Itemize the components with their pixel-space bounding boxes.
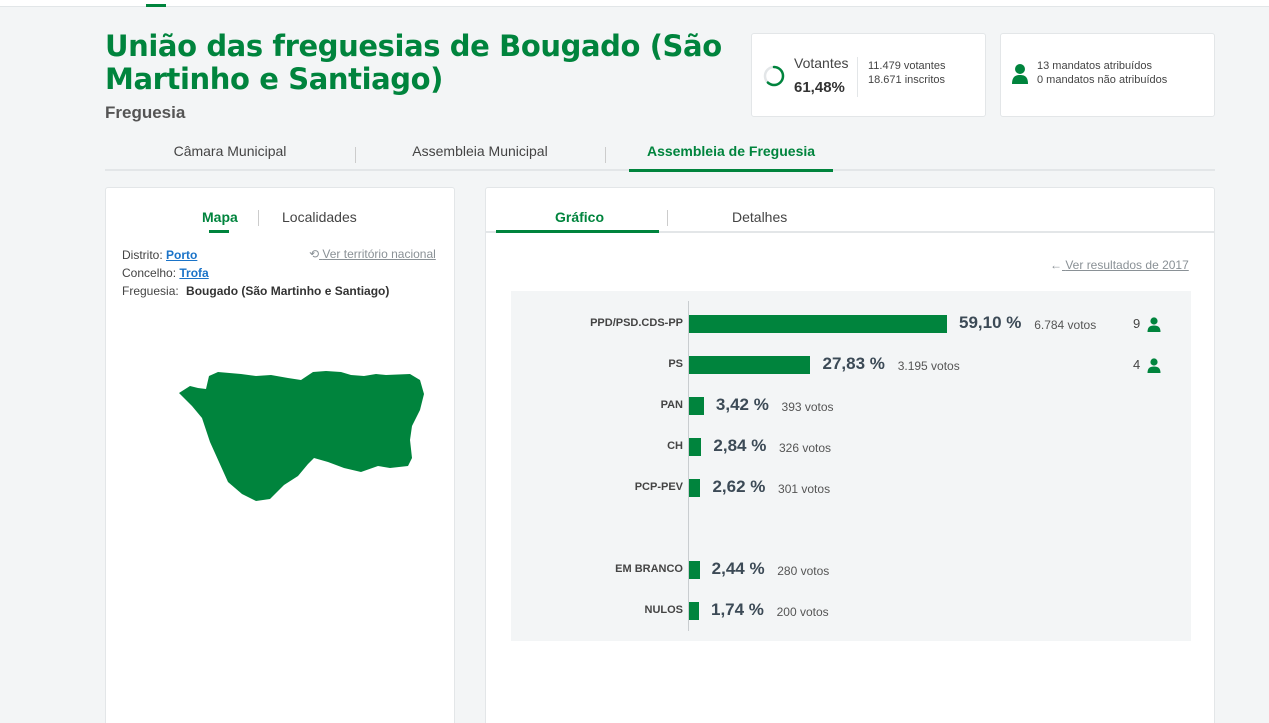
bar-percentage: 1,74 % xyxy=(711,600,764,619)
card-divider xyxy=(857,57,858,97)
tab-grafico[interactable]: Gráfico xyxy=(555,209,605,225)
district-line: Distrito: Porto xyxy=(122,248,197,262)
bar-votes: 6.784 votos xyxy=(1034,318,1097,332)
subtab-divider xyxy=(258,210,259,226)
voters-count: 11.479 votantes xyxy=(868,60,946,72)
chart-axis xyxy=(688,301,689,631)
national-territory-link[interactable]: ⟲ Ver território nacional xyxy=(309,247,436,261)
bar-label: NULOS xyxy=(644,604,684,616)
previous-results-label: Ver resultados de 2017 xyxy=(1065,258,1189,272)
bar-percentage: 2,84 % xyxy=(713,436,767,455)
person-icon xyxy=(1147,317,1161,332)
chart-row: PPD/PSD.CDS-PP 59,10 % 6.784 votos 9 xyxy=(511,313,1191,334)
turnout-label: Votantes xyxy=(794,55,849,71)
tab-assembleia-freguesia[interactable]: Assembleia de Freguesia xyxy=(629,143,833,172)
turnout-ring-icon xyxy=(763,65,785,87)
bar[interactable] xyxy=(689,315,947,333)
bar-votes: 200 votos xyxy=(776,605,829,619)
page-title: União das freguesias de Bougado (São Mar… xyxy=(105,29,722,96)
chart-row: PCP-PEV 2,62 % 301 votos xyxy=(511,477,1191,498)
bar-votes: 393 votos xyxy=(781,400,834,414)
bar-percentage: 27,83 % xyxy=(822,354,885,373)
bar-label: PCP-PEV xyxy=(634,481,683,493)
municipality-label: Concelho: xyxy=(122,266,177,280)
results-panel: Gráfico Detalhes ← Ver resultados de 201… xyxy=(485,187,1215,723)
chart-row: EM BRANCO 2,44 % 280 votos xyxy=(511,559,1191,580)
tab-mapa[interactable]: Mapa xyxy=(202,209,238,225)
parish-label: Freguesia: xyxy=(122,284,179,298)
subtab-baseline xyxy=(486,231,1214,233)
top-bar-indicator xyxy=(146,4,166,7)
bar-label: PS xyxy=(668,358,683,370)
tab-camara-municipal[interactable]: Câmara Municipal xyxy=(173,143,287,159)
turnout-percentage: 61,48% xyxy=(794,79,845,96)
bar-label: CH xyxy=(667,440,683,452)
bar-label: EM BRANCO xyxy=(615,563,683,575)
turnout-card: Votantes 61,48% 11.479 votantes 18.671 i… xyxy=(751,33,986,117)
bar-percentage: 2,62 % xyxy=(712,477,766,496)
bar-votes: 3.195 votos xyxy=(897,359,960,373)
registered-count: 18.671 inscritos xyxy=(868,74,946,86)
tab-detalhes[interactable]: Detalhes xyxy=(732,209,788,225)
undo-icon: ⟲ xyxy=(309,247,320,261)
bar[interactable] xyxy=(689,602,699,620)
national-territory-label: Ver território nacional xyxy=(322,247,436,261)
parish-map[interactable] xyxy=(176,368,426,503)
bar-percentage: 2,44 % xyxy=(711,559,765,578)
bar-label: PPD/PSD.CDS-PP xyxy=(590,317,683,329)
bar-seats: 4 xyxy=(1133,357,1141,372)
bar[interactable] xyxy=(689,397,704,415)
bar[interactable] xyxy=(689,356,811,374)
chart-row: CH 2,84 % 326 votos xyxy=(511,436,1191,457)
parish-line: Freguesia: Bougado (São Martinho e Santi… xyxy=(122,284,389,298)
tab-divider xyxy=(355,147,356,163)
arrow-left-icon: ← xyxy=(1050,258,1062,272)
top-bar xyxy=(0,0,1269,7)
municipality-line: Concelho: Trofa xyxy=(122,266,209,280)
subtab-divider xyxy=(667,210,668,226)
seats-card: 13 mandatos atribuídos 0 mandatos não at… xyxy=(1000,33,1215,117)
bar[interactable] xyxy=(689,438,702,456)
tab-divider xyxy=(605,147,606,163)
municipality-link[interactable]: Trofa xyxy=(179,266,209,280)
parish-shape[interactable] xyxy=(179,371,424,501)
bar-label: PAN xyxy=(660,399,683,411)
seats-assigned: 13 mandatos atribuídos xyxy=(1037,60,1152,72)
bar[interactable] xyxy=(689,561,700,579)
tab-localidades[interactable]: Localidades xyxy=(282,209,357,225)
bar[interactable] xyxy=(689,479,701,497)
bar-votes: 301 votos xyxy=(778,482,831,496)
bar-seats: 9 xyxy=(1133,316,1141,331)
person-icon xyxy=(1147,358,1161,373)
previous-results-link[interactable]: ← Ver resultados de 2017 xyxy=(1050,258,1189,272)
bar-votes: 326 votos xyxy=(778,441,832,455)
parish-value: Bougado (São Martinho e Santiago) xyxy=(186,284,390,298)
tab-grafico-underline xyxy=(496,230,659,233)
chart-row: NULOS 1,74 % 200 votos xyxy=(511,600,1191,621)
chart-row: PS 27,83 % 3.195 votos 4 xyxy=(511,354,1191,375)
results-chart: PPD/PSD.CDS-PP 59,10 % 6.784 votos 9 PS 27,83… xyxy=(511,291,1191,641)
bar-percentage: 3,42 % xyxy=(715,395,769,414)
district-link[interactable]: Porto xyxy=(166,248,198,262)
person-icon xyxy=(1012,64,1028,84)
page-subtitle: Freguesia xyxy=(105,103,186,122)
district-label: Distrito: xyxy=(122,248,163,262)
bar-percentage: 59,10 % xyxy=(959,313,1022,332)
seats-unassigned: 0 mandatos não atribuídos xyxy=(1037,74,1168,86)
map-panel: Mapa Localidades Distrito: Porto Concelh… xyxy=(105,187,455,723)
election-tabs: Câmara Municipal Assembleia Municipal As… xyxy=(105,143,1215,172)
chart-row: PAN 3,42 % 393 votos xyxy=(511,395,1191,416)
tab-assembleia-municipal[interactable]: Assembleia Municipal xyxy=(412,143,548,159)
bar-votes: 280 votos xyxy=(777,564,830,578)
tab-mapa-underline xyxy=(209,230,229,233)
